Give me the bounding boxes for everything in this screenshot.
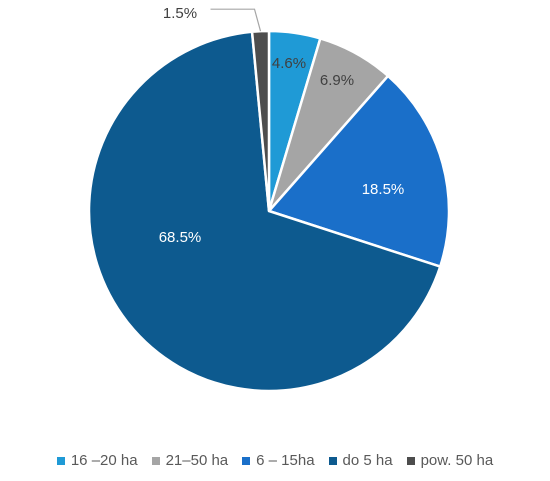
legend-label: do 5 ha [342, 452, 393, 469]
legend-item-pow-50ha: pow. 50 ha [406, 452, 494, 469]
legend-swatch [328, 456, 337, 465]
legend-item-16-20ha: 16 –20 ha [56, 452, 138, 469]
legend-swatch [151, 456, 160, 465]
pie-slice-pow-50-ha [250, 29, 271, 213]
legend-item-21-50ha: 21–50 ha [151, 452, 229, 469]
legend-label: 21–50 ha [165, 452, 229, 469]
legend-label: 6 – 15ha [256, 452, 315, 469]
pie-slice-do-5-ha [87, 30, 442, 393]
data-label-pow-50-ha: 1.5% [163, 5, 197, 22]
legend-swatch [406, 456, 415, 465]
legend-swatch [242, 456, 251, 465]
leader-line [210, 8, 262, 32]
legend-label: 16 –20 ha [70, 452, 138, 469]
pie-chart-plot: 4.6% 6.9% 18.5% 68.5% 1.5% [87, 5, 451, 393]
legend-item-do-5ha: do 5 ha [328, 452, 393, 469]
pie-slice-6-15ha [267, 74, 451, 268]
legend-item-6-15ha: 6 – 15ha [242, 452, 315, 469]
data-label-16-20-ha: 4.6% [272, 55, 306, 72]
legend-swatch [56, 456, 65, 465]
chart-legend: 16 –20 ha 21–50 ha 6 – 15ha do 5 ha pow.… [0, 452, 550, 469]
data-label-do-5-ha: 68.5% [159, 229, 202, 246]
data-label-6-15ha: 18.5% [362, 181, 405, 198]
legend-label: pow. 50 ha [420, 452, 494, 469]
data-label-21-50-ha: 6.9% [320, 72, 354, 89]
